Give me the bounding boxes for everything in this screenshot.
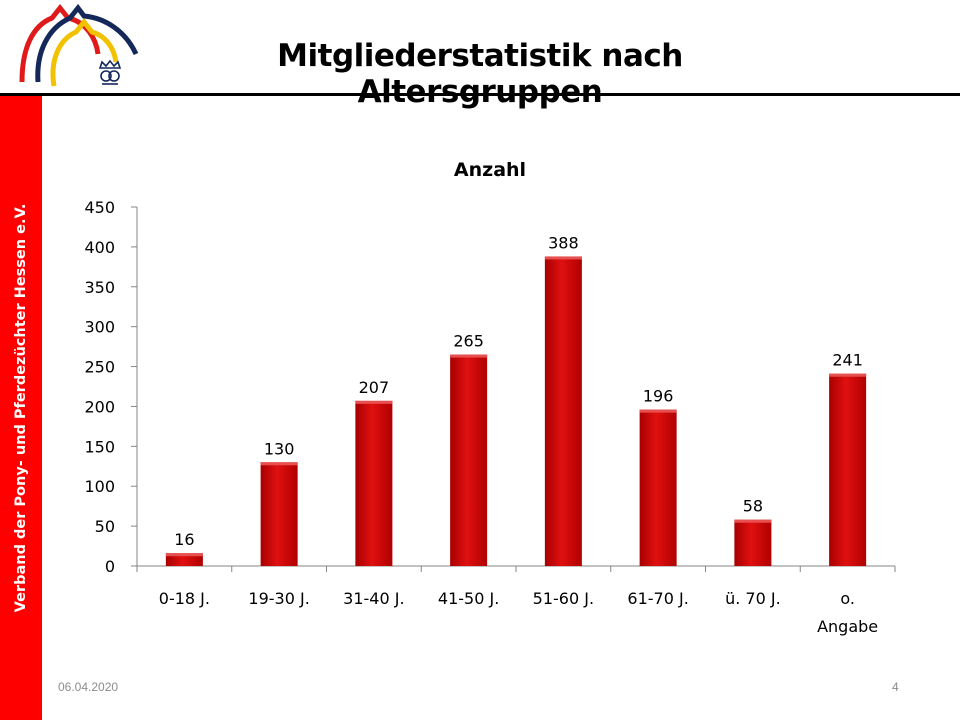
x-tick-label: 31-40 J.	[343, 589, 404, 608]
data-label: 388	[548, 233, 579, 252]
bar-top-highlight	[829, 373, 867, 377]
bar-top-highlight	[544, 256, 582, 260]
bar-top-highlight	[639, 409, 677, 413]
x-tick-label: 41-50 J.	[438, 589, 499, 608]
x-tick-label: 61-70 J.	[627, 589, 688, 608]
y-tick-label: 300	[84, 318, 115, 337]
y-tick-label: 450	[84, 198, 115, 217]
x-tick-label: 0-18 J.	[159, 589, 210, 608]
y-tick-label: 50	[95, 517, 115, 536]
y-tick-label: 100	[84, 477, 115, 496]
slide-title: Mitgliederstatistik nach Altersgruppen	[277, 38, 683, 110]
bar-top-highlight	[165, 553, 203, 557]
data-label: 265	[453, 332, 484, 351]
data-label: 130	[264, 439, 295, 458]
logo-navy-horse-icon	[35, 4, 139, 83]
bar	[165, 553, 203, 566]
bar	[639, 409, 677, 566]
x-tick-label: 19-30 J.	[248, 589, 309, 608]
data-label: 207	[359, 378, 390, 397]
chart-title: Anzahl	[454, 159, 526, 181]
data-label: 58	[743, 497, 763, 516]
footer-page-number: 4	[892, 680, 899, 694]
bar	[829, 373, 867, 566]
x-tick-label: ü. 70 J.	[725, 589, 781, 608]
logo-red-horse-icon	[19, 4, 101, 83]
bar	[450, 354, 488, 566]
bar	[260, 462, 298, 566]
bar-top-highlight	[355, 400, 393, 404]
y-tick-label: 350	[84, 278, 115, 297]
bar-top-highlight	[734, 519, 772, 523]
data-label: 16	[174, 530, 194, 549]
bar-top-highlight	[260, 462, 298, 466]
header-divider	[0, 93, 960, 96]
y-tick-label: 150	[84, 437, 115, 456]
bar-top-highlight	[450, 354, 488, 358]
logo	[19, 4, 139, 87]
x-tick-label: o.	[840, 589, 855, 608]
y-tick-label: 250	[84, 358, 115, 377]
data-label: 196	[643, 387, 674, 406]
x-tick-label: 51-60 J.	[533, 589, 594, 608]
sidebar-band	[0, 96, 42, 720]
y-tick-label: 200	[84, 397, 115, 416]
y-tick-label: 0	[105, 557, 115, 576]
logo-crown-icon	[98, 59, 122, 85]
bar	[734, 519, 772, 566]
bar	[544, 256, 582, 566]
x-tick-label: Angabe	[817, 617, 878, 636]
data-label: 241	[832, 351, 863, 370]
y-tick-label: 400	[84, 238, 115, 257]
bar	[355, 400, 393, 566]
footer-date: 06.04.2020	[58, 680, 119, 694]
logo-yellow-horse-icon	[50, 17, 119, 87]
